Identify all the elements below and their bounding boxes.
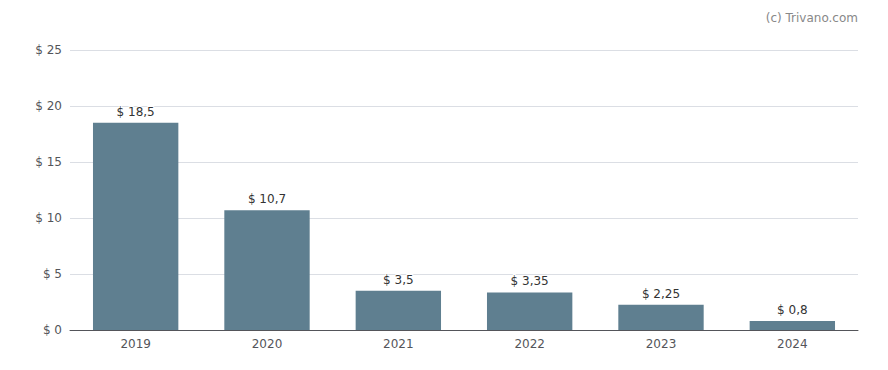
svg-text:$ 10,7: $ 10,7 [248, 192, 286, 206]
svg-text:$ 25: $ 25 [35, 43, 62, 57]
svg-text:$ 3,35: $ 3,35 [511, 274, 549, 288]
svg-text:2024: 2024 [777, 337, 808, 351]
svg-text:2022: 2022 [514, 337, 545, 351]
svg-text:(c) Trivano.com: (c) Trivano.com [766, 11, 858, 25]
svg-text:2023: 2023 [646, 337, 677, 351]
svg-text:2020: 2020 [252, 337, 283, 351]
svg-text:$ 15: $ 15 [35, 155, 62, 169]
svg-text:$ 0,8: $ 0,8 [777, 303, 808, 317]
svg-text:$ 5: $ 5 [43, 267, 62, 281]
svg-text:$ 2,25: $ 2,25 [642, 287, 680, 301]
svg-text:$ 18,5: $ 18,5 [117, 105, 155, 119]
svg-text:$ 10: $ 10 [35, 211, 62, 225]
svg-text:$ 20: $ 20 [35, 99, 62, 113]
svg-text:$ 0: $ 0 [43, 323, 62, 337]
svg-text:2019: 2019 [120, 337, 151, 351]
svg-text:2021: 2021 [383, 337, 414, 351]
svg-text:$ 3,5: $ 3,5 [383, 273, 414, 287]
